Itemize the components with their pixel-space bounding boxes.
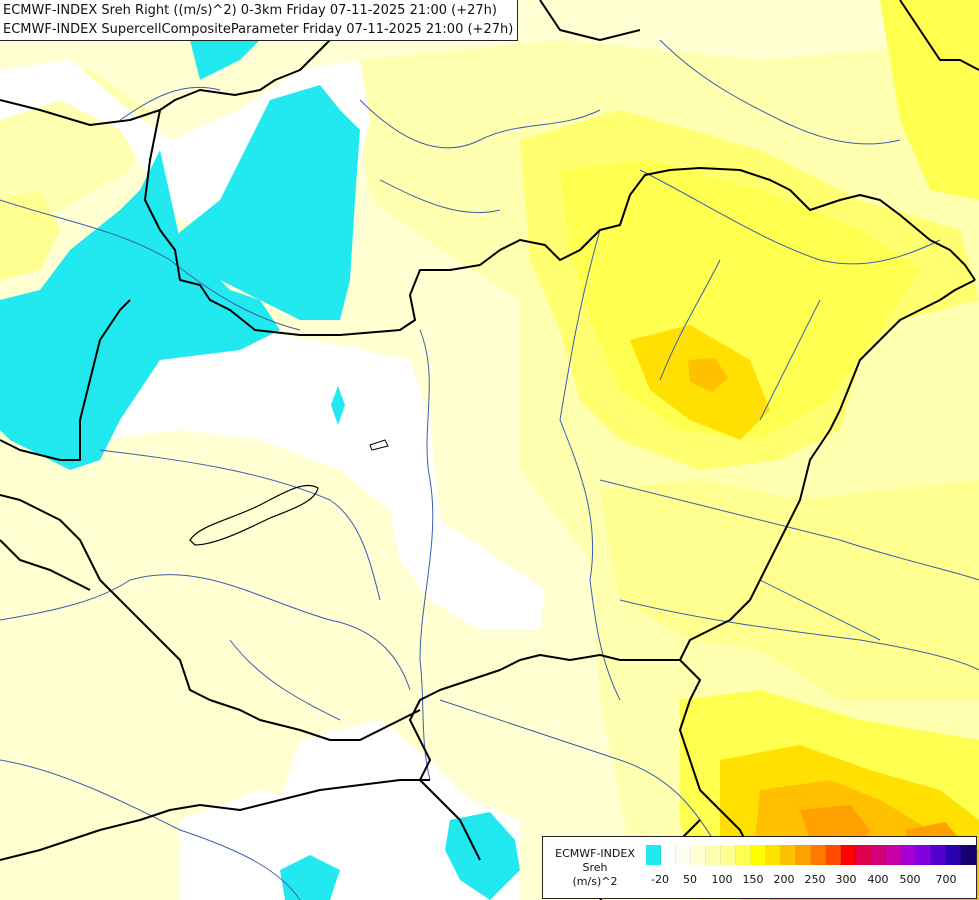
legend-swatch xyxy=(871,845,886,865)
legend-tick-label: 700 xyxy=(935,873,957,886)
field-white-southwest xyxy=(180,790,300,900)
small-lake xyxy=(369,439,389,451)
legend-tick-label: 200 xyxy=(773,873,795,886)
legend-swatches xyxy=(646,845,976,865)
legend-tick-label: 150 xyxy=(742,873,764,886)
legend-swatch xyxy=(706,845,721,865)
legend-ticks: -20 50 100 150 200 250 300 400 500 700 xyxy=(646,873,976,889)
field-yellow-east xyxy=(600,480,979,700)
legend-tick-label: 400 xyxy=(867,873,889,886)
legend-tick-label: 500 xyxy=(899,873,921,886)
legend-swatch xyxy=(676,845,691,865)
legend-swatch xyxy=(766,845,781,865)
color-legend: ECMWF-INDEX Sreh (m/s)^2 -20 50 100 150 200 2… xyxy=(542,836,977,899)
legend-swatch xyxy=(961,845,976,865)
legend-swatch xyxy=(931,845,946,865)
legend-swatch xyxy=(946,845,961,865)
legend-swatch xyxy=(736,845,751,865)
title-line-1: ECMWF-INDEX Sreh Right ((m/s)^2) 0-3km F… xyxy=(3,3,497,18)
legend-swatch xyxy=(841,845,856,865)
legend-swatch xyxy=(916,845,931,865)
legend-swatch xyxy=(691,845,706,865)
legend-swatch xyxy=(901,845,916,865)
legend-swatch xyxy=(646,845,661,865)
legend-title-line-2: Sreh xyxy=(582,861,608,874)
legend-swatch xyxy=(796,845,811,865)
lake xyxy=(189,484,319,546)
field-cyan-west xyxy=(0,150,280,470)
rivers xyxy=(0,39,979,900)
field-yellow-topright xyxy=(880,0,979,200)
legend-swatch xyxy=(721,845,736,865)
legend-title: ECMWF-INDEX Sreh (m/s)^2 xyxy=(549,847,641,889)
field-cyan-south xyxy=(445,812,520,900)
legend-tick-label: 250 xyxy=(804,873,826,886)
field-orange-core xyxy=(688,358,728,392)
field-cyan-blob xyxy=(331,386,345,425)
legend-swatch xyxy=(781,845,796,865)
legend-tick-label: 100 xyxy=(711,873,733,886)
legend-title-line-1: ECMWF-INDEX xyxy=(555,847,635,860)
legend-tick-label: 300 xyxy=(835,873,857,886)
legend-title-line-3: (m/s)^2 xyxy=(572,875,618,888)
field-cyan-north xyxy=(170,85,360,320)
legend-swatch xyxy=(826,845,841,865)
legend-swatch xyxy=(811,845,826,865)
legend-swatch xyxy=(661,845,676,865)
legend-tick-label: 50 xyxy=(683,873,697,886)
map-title-box: ECMWF-INDEX Sreh Right ((m/s)^2) 0-3km F… xyxy=(0,0,519,41)
legend-swatch xyxy=(751,845,766,865)
field-white-central xyxy=(60,330,545,630)
legend-swatch xyxy=(856,845,871,865)
legend-tick-label: -20 xyxy=(651,873,669,886)
title-line-2: ECMWF-INDEX SupercellCompositeParameter … xyxy=(3,22,514,37)
field-cyan-southwest xyxy=(280,855,340,900)
field-yellow-west xyxy=(0,190,60,280)
legend-swatch xyxy=(886,845,901,865)
